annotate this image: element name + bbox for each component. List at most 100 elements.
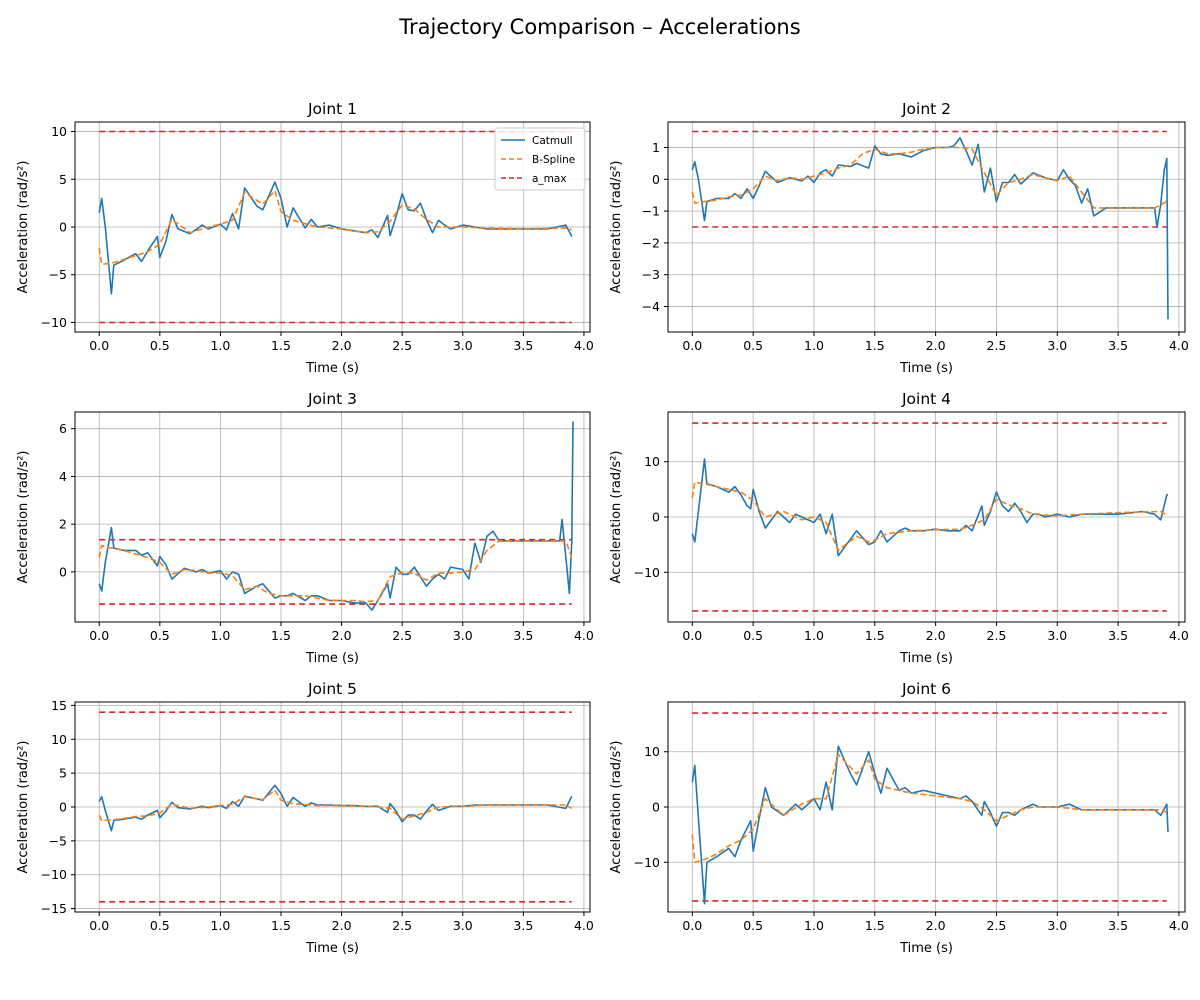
x-tick-label: 1.0 — [210, 918, 230, 933]
series-group — [98, 130, 573, 324]
x-tick-label: 2.0 — [926, 628, 946, 643]
subplot-joint-6: 0.0 0.5 1.0 1.5 2.0 2.5 3.0 3.5 4.0 −10 0 10 Joint 6… — [609, 680, 1189, 956]
x-tick-label: 3.5 — [513, 918, 533, 933]
x-tick-label: 0.0 — [682, 338, 702, 353]
y-tick-label: 1 — [652, 140, 660, 155]
y-tick-label: 6 — [59, 421, 67, 436]
bspline-line — [98, 789, 573, 822]
catmull-line — [98, 784, 573, 832]
series-group — [98, 711, 573, 903]
x-tick-label: 1.0 — [210, 338, 230, 353]
x-tick-label: 4.0 — [1169, 918, 1189, 933]
axes-frame — [667, 121, 1186, 333]
x-tick-label: 2.5 — [392, 338, 412, 353]
x-tick-label: 3.0 — [453, 918, 473, 933]
y-tick-label: 5 — [59, 766, 67, 781]
subplot-joint-5: 0.0 0.5 1.0 1.5 2.0 2.5 3.0 3.5 4.0 −15 −10 −5 0 5 10 1… — [16, 680, 594, 956]
y-tick-label: 10 — [644, 744, 660, 759]
series-group — [691, 712, 1169, 905]
x-tick-label: 2.0 — [332, 628, 352, 643]
x-tick-label: 3.5 — [1108, 918, 1128, 933]
series-group — [691, 422, 1168, 612]
subplot-title: Joint 6 — [901, 680, 951, 698]
bspline-line — [691, 481, 1168, 552]
y-tick-label: 5 — [59, 172, 67, 187]
x-tick-label: 2.5 — [392, 918, 412, 933]
x-tick-label: 0.0 — [89, 338, 109, 353]
bspline-line — [98, 540, 573, 603]
x-axis-label: Time (s) — [899, 651, 953, 666]
bspline-line — [691, 146, 1168, 209]
y-tick-label: −15 — [41, 901, 67, 916]
x-tick-label: 3.0 — [1047, 918, 1067, 933]
x-tick-label: 1.5 — [271, 628, 291, 643]
legend: Catmull B-Spline a_max — [494, 127, 586, 191]
x-axis-label: Time (s) — [305, 651, 359, 666]
x-tick-label: 1.5 — [865, 338, 885, 353]
x-tick-label: 1.0 — [804, 628, 824, 643]
x-tick-label: 3.0 — [1047, 628, 1067, 643]
subplot-title: Joint 3 — [307, 390, 357, 408]
x-tick-label: 2.0 — [926, 918, 946, 933]
y-tick-label: 2 — [59, 517, 67, 532]
x-tick-label: 0.0 — [682, 628, 702, 643]
y-tick-label: 10 — [51, 732, 67, 747]
x-tick-label: 0.0 — [89, 628, 109, 643]
x-tick-label: 0.5 — [150, 628, 170, 643]
x-tick-label: 1.5 — [865, 628, 885, 643]
x-tick-label: 2.0 — [332, 338, 352, 353]
x-tick-label: 4.0 — [1169, 628, 1189, 643]
y-axis-label: Acceleration (rad/s²) — [16, 161, 31, 294]
y-tick-label: −10 — [41, 867, 67, 882]
y-tick-label: −10 — [41, 315, 67, 330]
y-tick-label: −10 — [634, 565, 660, 580]
x-tick-label: 1.5 — [271, 918, 291, 933]
x-tick-label: 3.0 — [453, 628, 473, 643]
x-tick-label: 3.5 — [513, 628, 533, 643]
x-tick-label: 3.0 — [1047, 338, 1067, 353]
x-tick-label: 1.0 — [804, 338, 824, 353]
x-tick-label: 3.5 — [1108, 338, 1128, 353]
subplot-joint-2: 0.0 0.5 1.0 1.5 2.0 2.5 3.0 3.5 4.0 −4 −3 −2 −1 0 1 Joi… — [609, 100, 1189, 376]
x-tick-label: 4.0 — [574, 628, 594, 643]
x-tick-label: 2.0 — [332, 918, 352, 933]
subplot-joint-3: 0.0 0.5 1.0 1.5 2.0 2.5 3.0 3.5 4.0 0 2 4 6 Joint 3 Ti… — [16, 390, 594, 666]
figure-title: Trajectory Comparison – Accelerations — [399, 15, 801, 39]
catmull-line — [98, 181, 573, 295]
series-group — [98, 421, 574, 611]
y-axis-label: Acceleration (rad/s²) — [16, 451, 31, 584]
x-tick-label: 0.0 — [89, 918, 109, 933]
y-tick-label: −4 — [642, 299, 660, 314]
y-tick-label: 0 — [652, 172, 660, 187]
x-tick-label: 2.5 — [987, 338, 1007, 353]
x-tick-label: 3.0 — [453, 338, 473, 353]
x-tick-label: 0.5 — [150, 338, 170, 353]
y-tick-label: −3 — [642, 267, 660, 282]
legend-box — [494, 127, 586, 191]
catmull-line — [691, 745, 1169, 905]
x-tick-label: 3.5 — [513, 338, 533, 353]
y-tick-label: −5 — [49, 833, 67, 848]
y-tick-label: 0 — [652, 510, 660, 525]
legend-label: Catmull — [532, 135, 573, 147]
subplot-title: Joint 4 — [901, 390, 951, 408]
subplot-joint-1: 0.0 0.5 1.0 1.5 2.0 2.5 3.0 3.5 4.0 −10 −5 0 5 10 Join… — [16, 100, 594, 376]
x-axis-label: Time (s) — [899, 361, 953, 376]
subplot-joint-4: 0.0 0.5 1.0 1.5 2.0 2.5 3.0 3.5 4.0 −10 0 10 Joint 4… — [609, 390, 1189, 666]
x-tick-label: 0.5 — [743, 918, 763, 933]
x-tick-label: 3.5 — [1108, 628, 1128, 643]
axes-frame — [74, 411, 591, 623]
y-tick-label: 0 — [59, 220, 67, 235]
bspline-line — [691, 753, 1168, 864]
y-axis-label: Acceleration (rad/s²) — [609, 451, 624, 584]
x-tick-label: 0.0 — [682, 918, 702, 933]
subplot-title: Joint 2 — [901, 100, 951, 118]
x-axis-label: Time (s) — [899, 941, 953, 956]
catmull-line — [691, 458, 1168, 557]
x-tick-label: 2.5 — [987, 628, 1007, 643]
y-tick-label: 10 — [644, 454, 660, 469]
y-tick-label: −1 — [642, 204, 660, 219]
x-tick-label: 1.0 — [804, 918, 824, 933]
